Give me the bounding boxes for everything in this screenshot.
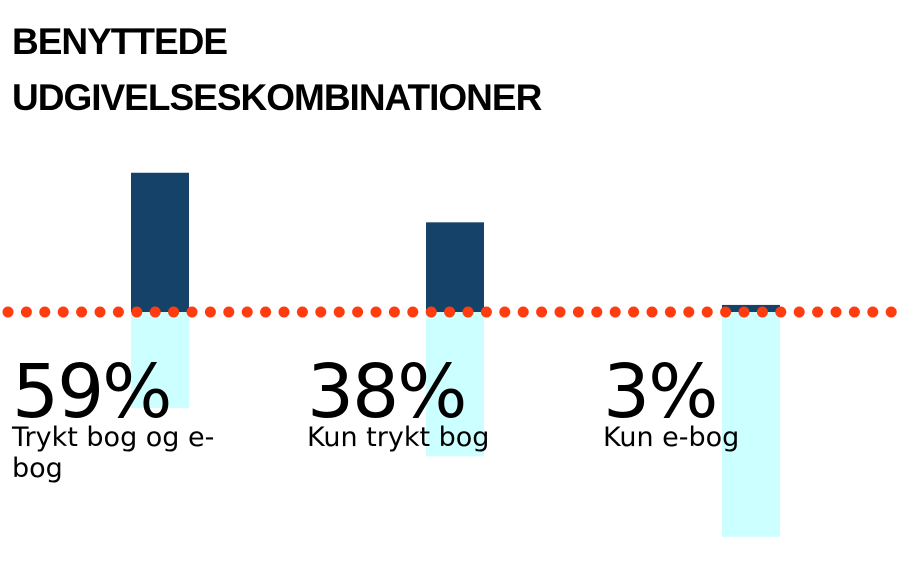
bar-2 [722, 304, 780, 312]
chart-title-line-2: UDGIVELSESKOMBINATIONER [12, 77, 542, 118]
bar-0 [131, 172, 189, 312]
bars-above-baseline [131, 172, 780, 312]
category-label-1: Kun trykt bog [307, 422, 490, 453]
label-group-2: 3% Kun e-bog [603, 354, 813, 453]
category-label-2: Kun e-bog [603, 422, 740, 453]
bar-shadow-0 [131, 312, 189, 408]
chart-title: BENYTTEDE UDGIVELSESKOMBINATIONER [12, 14, 542, 126]
bar-shadow-1 [426, 312, 484, 457]
chart-title-line-1: BENYTTEDE [12, 21, 228, 62]
value-label-2: 3% [603, 349, 718, 435]
bars-below-baseline [131, 312, 780, 537]
bar-1 [426, 222, 484, 312]
category-label-0: Trykt bog og e-bog [12, 422, 215, 484]
bar-shadow-2 [722, 312, 780, 537]
label-group-0: 59% Trykt bog og e-bog [12, 354, 222, 484]
label-group-1: 38% Kun trykt bog [307, 354, 517, 453]
value-label-0: 59% [12, 349, 172, 435]
value-label-1: 38% [307, 349, 467, 435]
